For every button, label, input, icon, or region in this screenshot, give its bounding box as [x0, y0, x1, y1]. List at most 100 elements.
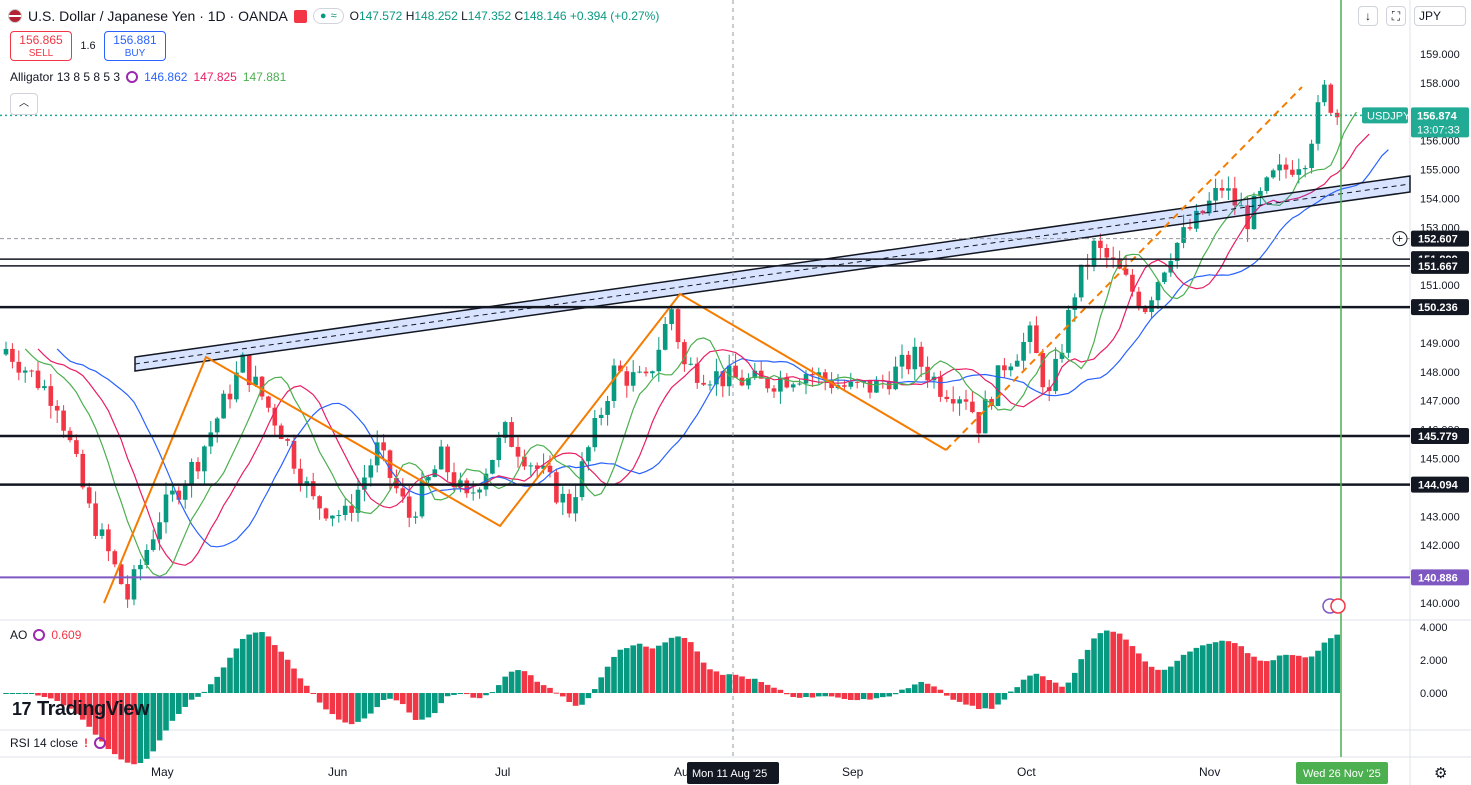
ao-bar — [457, 693, 464, 694]
candle — [1290, 169, 1295, 175]
candle — [1078, 264, 1084, 298]
ao-bar — [1129, 646, 1136, 693]
currency-button[interactable]: JPY — [1414, 6, 1466, 26]
level-tag-bg — [1411, 427, 1469, 444]
ao-name: AO — [10, 628, 28, 642]
level-tag: 145.779 — [1418, 431, 1458, 443]
candle — [394, 477, 399, 489]
ao-bar — [1276, 655, 1283, 693]
price-tick-label: 147.000 — [1420, 396, 1460, 408]
candle — [182, 485, 188, 500]
candle — [944, 396, 950, 400]
candle — [1027, 325, 1033, 342]
ao-bar — [777, 689, 784, 693]
ao-tick-label: 4.000 — [1420, 622, 1448, 634]
candle — [1136, 291, 1142, 308]
candle — [938, 376, 943, 397]
buy-button[interactable]: 156.881 BUY — [104, 31, 166, 61]
ao-loading-icon — [33, 629, 46, 641]
candle — [1258, 190, 1263, 196]
candle — [1123, 268, 1129, 275]
ao-bar — [214, 676, 220, 693]
candle — [611, 365, 617, 401]
market-closed-icon[interactable] — [293, 9, 307, 23]
candle — [842, 385, 847, 387]
ao-bar — [668, 637, 675, 693]
candle — [797, 383, 802, 385]
event-flag-icon[interactable] — [1330, 598, 1346, 614]
price-tick-label: 154.000 — [1420, 193, 1460, 205]
ao-bar — [649, 648, 656, 693]
candle — [1162, 272, 1167, 283]
ao-bar — [790, 693, 796, 698]
candle — [1226, 188, 1231, 191]
candle — [1040, 353, 1046, 388]
collapse-legend-button[interactable]: ︿ — [10, 93, 38, 115]
zigzag-drawing[interactable] — [103, 292, 947, 604]
ao-bar — [208, 684, 214, 693]
alligator-legend[interactable]: Alligator 13 8 5 8 5 3 146.862 147.825 1… — [10, 70, 286, 84]
tv-logo-icon: 17 — [12, 699, 32, 719]
candle — [765, 378, 770, 389]
candle — [1277, 164, 1282, 171]
ao-bar — [988, 693, 995, 709]
tradingview-logo[interactable]: 17 TradingView — [12, 698, 149, 721]
ao-bar — [1001, 693, 1008, 700]
candle — [272, 407, 278, 426]
ao-bar — [841, 693, 848, 699]
candle — [477, 489, 482, 493]
open-value: 147.572 — [358, 9, 403, 23]
candle — [547, 465, 553, 473]
data-status-pill[interactable]: ● ≈ — [312, 8, 344, 24]
ao-bar — [1289, 655, 1296, 693]
ao-bar — [1206, 643, 1212, 693]
ao-bar — [201, 691, 208, 693]
candle — [688, 363, 694, 365]
ao-bar — [521, 671, 528, 693]
gear-icon[interactable]: ⚙ — [1434, 765, 1447, 782]
ao-bar — [1283, 654, 1289, 693]
ao-bar — [92, 693, 99, 735]
level-tag-bg — [1411, 569, 1469, 586]
ao-bar — [1078, 659, 1084, 693]
candle — [675, 309, 681, 343]
add-alert-icon[interactable] — [1392, 231, 1408, 247]
ao-bar — [1244, 653, 1251, 693]
ao-tick-label: 2.000 — [1420, 655, 1448, 667]
crosshair-date-bg — [687, 762, 779, 784]
candle — [541, 465, 546, 469]
crosshair-date-label: Mon 11 Aug '25 — [692, 768, 767, 780]
ao-bar — [656, 645, 662, 693]
ao-bar — [1155, 669, 1161, 693]
ao-bar — [540, 685, 547, 693]
level-tag: 140.886 — [1418, 572, 1458, 584]
ao-bar — [752, 678, 758, 693]
ao-bar — [137, 693, 144, 763]
symbol-title[interactable]: U.S. Dollar / Japanese Yen · 1D · OANDA — [28, 8, 288, 24]
ao-legend[interactable]: AO 0.609 — [10, 628, 81, 642]
projection-line[interactable] — [945, 86, 1303, 451]
usd-flag-icon — [8, 9, 22, 23]
candle — [874, 380, 879, 393]
low-value: 147.352 — [467, 9, 512, 23]
ao-bar — [643, 646, 649, 693]
ao-bar — [700, 662, 707, 693]
ao-bar — [1065, 682, 1072, 693]
rsi-legend[interactable]: RSI 14 close ! — [10, 736, 107, 750]
ao-bar — [566, 693, 572, 703]
fullscreen-button[interactable]: ⛶ — [1386, 6, 1406, 26]
candle — [803, 374, 809, 384]
candle — [413, 516, 418, 518]
candle — [566, 493, 572, 514]
warning-icon[interactable]: ! — [84, 736, 89, 750]
candle — [470, 492, 476, 494]
ao-bar — [617, 649, 624, 693]
candle — [1181, 227, 1186, 243]
ao-bar — [1334, 634, 1340, 693]
ao-bar — [1251, 656, 1257, 693]
ao-bar — [713, 671, 720, 693]
ao-bar — [438, 693, 444, 704]
download-button[interactable]: ↓ — [1358, 6, 1378, 26]
sell-button[interactable]: 156.865 SELL — [10, 31, 72, 61]
